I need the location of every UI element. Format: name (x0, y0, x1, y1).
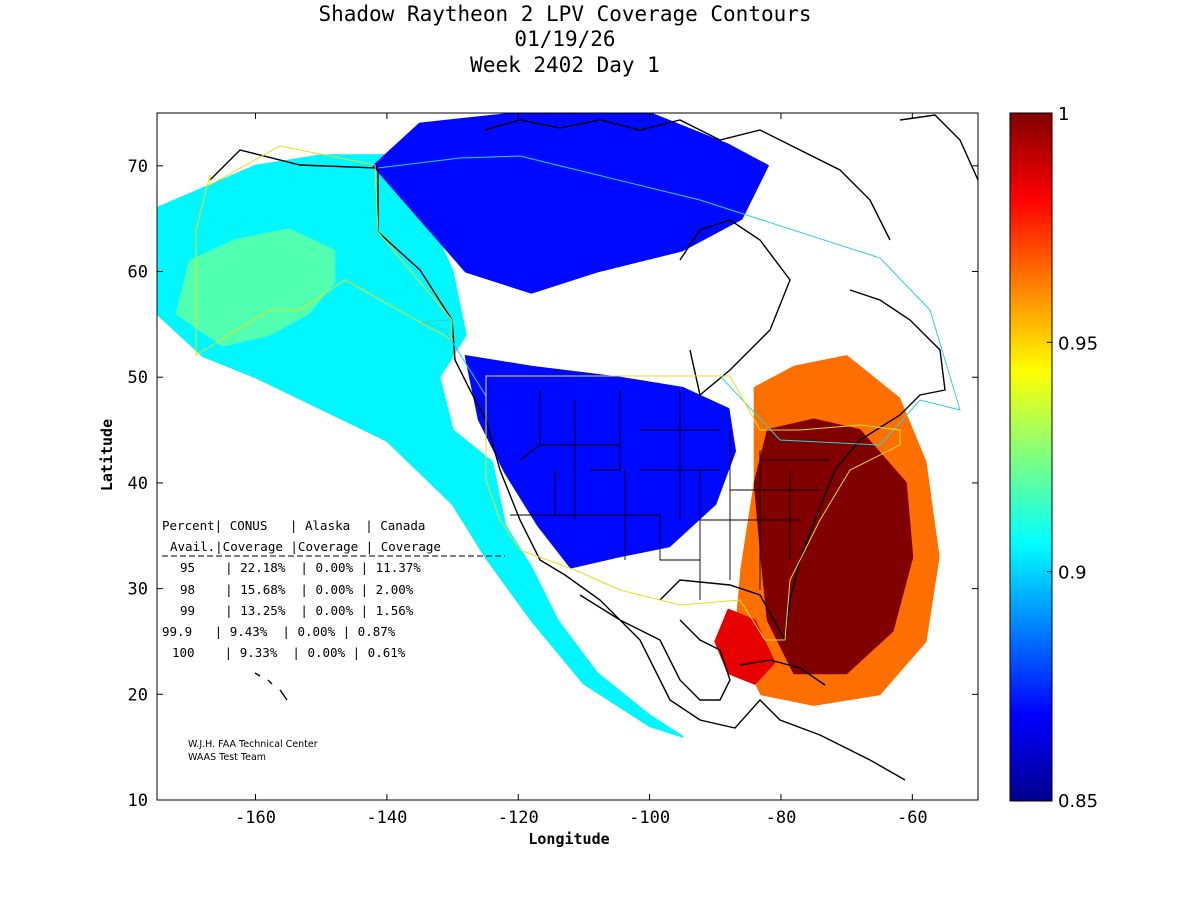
colorbar-tick-label-0.9: 0.9 (1058, 563, 1087, 584)
credit-line-1: W.J.H. FAA Technical Center (188, 739, 318, 750)
no-coverage-hudson-bay-hole (477, 281, 730, 368)
y-tick-label-40: 40 (128, 474, 148, 494)
x-tick-label--60: -60 (897, 808, 928, 828)
y-tick-label-70: 70 (128, 157, 148, 177)
conus-boundary (485, 375, 901, 641)
x-axis-ticks: -160 -140 -120 -100 -80 -60 (235, 113, 928, 828)
colorbar-tick-label-0.85: 0.85 (1058, 791, 1098, 812)
y-tick-label-60: 60 (128, 263, 148, 283)
colorbar-ticks: 0.85 0.9 0.95 1 (1047, 104, 1098, 812)
hudson-bay-outline (679, 219, 791, 397)
table-row-99: 99 | 13.25% | 0.00% | 1.56% (180, 603, 414, 618)
y-tick-label-50: 50 (128, 368, 148, 388)
colorbar-tick-label-0.95: 0.95 (1058, 333, 1098, 354)
y-tick-label-20: 20 (128, 685, 148, 705)
region-boundaries (195, 145, 961, 641)
x-tick-label--160: -160 (235, 808, 276, 828)
table-header-row-2: Avail.|Coverage |Coverage | Coverage (170, 539, 441, 554)
x-tick-label--120: -120 (498, 808, 539, 828)
east-coast-outline (659, 289, 946, 643)
y-tick-label-10: 10 (128, 791, 148, 811)
y-tick-label-30: 30 (128, 580, 148, 600)
chart-title-line-3: Week 2402 Day 1 (470, 53, 660, 77)
table-row-100: 100 | 9.33% | 0.00% | 0.61% (172, 645, 406, 660)
cuba-outline (739, 659, 826, 686)
state-grid-west (510, 390, 720, 561)
canada-boundary (377, 155, 961, 446)
colorbar (1009, 112, 1053, 802)
plot-frame (156, 112, 979, 801)
us-state-lines (510, 390, 830, 600)
chart-title-line-2: 01/19/26 (514, 27, 615, 51)
x-axis-label: Longitude (528, 830, 609, 848)
alaska-boundary (195, 145, 453, 356)
table-row-95: 95 | 22.18% | 0.00% | 11.37% (180, 560, 421, 575)
chart-title-line-1: Shadow Raytheon 2 LPV Coverage Contours (318, 2, 811, 26)
plot-area (157, 113, 978, 800)
no-coverage-northeast-canada-hole (780, 113, 978, 252)
greenland-outline (899, 114, 978, 181)
coverage-region-alaska-green (175, 228, 336, 347)
coverage-region-gulf-red (714, 608, 776, 685)
y-axis-ticks: 10 20 30 40 50 60 70 (128, 157, 978, 811)
no-coverage-holes (477, 113, 978, 368)
coverage-table: Percent| CONUS | Alaska | Canada Avail.|… (162, 518, 505, 660)
coverage-regions (157, 113, 940, 738)
hawaii-islands (254, 672, 288, 701)
y-axis-label: Latitude (98, 419, 116, 491)
table-header-row-1: Percent| CONUS | Alaska | Canada (162, 518, 425, 533)
x-tick-label--80: -80 (766, 808, 797, 828)
arctic-islands-outline (484, 119, 891, 241)
colorbar-tick-label-1: 1 (1058, 104, 1069, 125)
table-row-98: 98 | 15.68% | 0.00% | 2.00% (180, 582, 414, 597)
gulf-coast-outline (579, 594, 731, 701)
credit-line-2: WAAS Test Team (188, 752, 266, 763)
x-tick-label--140: -140 (366, 808, 407, 828)
x-tick-label--100: -100 (629, 808, 670, 828)
table-row-99-9: 99.9 | 9.43% | 0.00% | 0.87% (162, 624, 396, 639)
state-grid-east (699, 430, 830, 600)
